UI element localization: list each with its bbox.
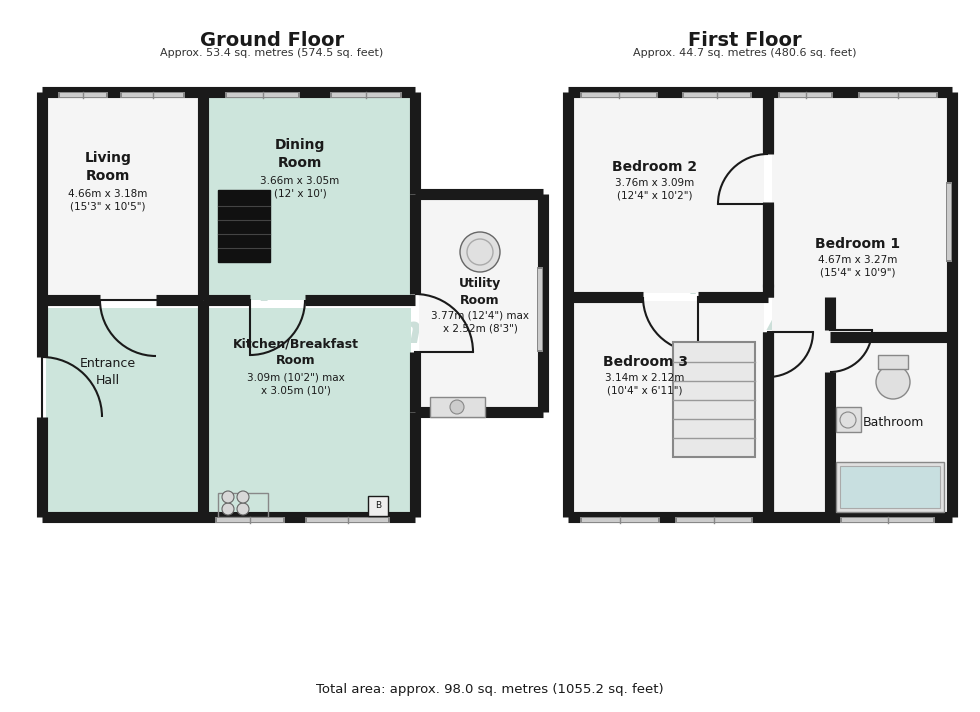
Text: B: B (375, 501, 381, 511)
Text: Total area: approx. 98.0 sq. metres (1055.2 sq. feet): Total area: approx. 98.0 sq. metres (105… (317, 684, 663, 696)
Bar (419, 198, 539, 408)
Bar (675, 517, 753, 523)
Text: Bedroom 2: Bedroom 2 (612, 160, 698, 174)
Bar (120, 92, 185, 98)
Bar (227, 93, 298, 97)
Text: Dining
Room: Dining Room (274, 138, 325, 170)
Bar (858, 92, 938, 98)
Bar (772, 337, 948, 513)
Bar (572, 301, 764, 513)
Bar (947, 184, 951, 260)
Text: Approx. 53.4 sq. metres (574.5 sq. feet): Approx. 53.4 sq. metres (574.5 sq. feet) (161, 48, 383, 58)
Bar (836, 407, 861, 432)
Circle shape (237, 491, 249, 503)
Bar (307, 518, 388, 522)
Bar (330, 92, 402, 98)
Text: 4.66m x 3.18m
(15'3" x 10'5"): 4.66m x 3.18m (15'3" x 10'5") (69, 189, 148, 211)
Bar (582, 93, 656, 97)
Bar (58, 92, 108, 98)
Text: Bathroom: Bathroom (862, 416, 924, 429)
Bar (60, 93, 106, 97)
Circle shape (876, 365, 910, 399)
Bar (780, 93, 831, 97)
Bar (580, 92, 658, 98)
Text: 3.09m (10'2") max
x 3.05m (10'): 3.09m (10'2") max x 3.05m (10') (247, 372, 345, 395)
Circle shape (450, 400, 464, 414)
Text: 4.67m x 3.27m
(15'4" x 10'9"): 4.67m x 3.27m (15'4" x 10'9") (818, 255, 898, 278)
Text: 3.76m x 3.09m
(12'4" x 10'2"): 3.76m x 3.09m (12'4" x 10'2") (615, 177, 695, 200)
Bar (225, 92, 300, 98)
Text: First Floor: First Floor (688, 31, 802, 50)
Bar (860, 93, 936, 97)
Bar (46, 96, 199, 300)
Bar (244, 210, 300, 262)
Bar (677, 518, 751, 522)
Bar (305, 517, 390, 523)
Bar (218, 493, 268, 517)
Bar (215, 517, 285, 523)
Text: Approx. 44.7 sq. metres (480.6 sq. feet): Approx. 44.7 sq. metres (480.6 sq. feet) (633, 48, 857, 58)
Text: Kitchen/Breakfast
Room: Kitchen/Breakfast Room (233, 337, 359, 367)
Circle shape (222, 503, 234, 515)
Bar (840, 466, 940, 508)
Bar (778, 92, 833, 98)
Circle shape (222, 491, 234, 503)
Bar (682, 92, 752, 98)
Text: 3.66m x 3.05m
(12' x 10'): 3.66m x 3.05m (12' x 10') (261, 176, 340, 199)
Text: 3.77m (12'4") max
x 2.52m (8'3"): 3.77m (12'4") max x 2.52m (8'3") (431, 310, 529, 333)
Bar (217, 518, 283, 522)
Bar (772, 96, 948, 513)
Bar (878, 355, 908, 369)
Bar (580, 517, 660, 523)
Bar (218, 190, 270, 262)
Text: Bedroom 3: Bedroom 3 (603, 355, 688, 369)
Text: Appleby's
Estate Agents: Appleby's Estate Agents (157, 263, 464, 351)
Text: Living
Room: Living Room (84, 151, 131, 183)
Bar (836, 462, 944, 512)
Bar (537, 267, 543, 352)
Text: Appleby's
Estate Agents: Appleby's Estate Agents (659, 271, 877, 336)
Bar (673, 342, 755, 457)
Text: 3.14m x 2.12m
(10'4" x 6'11"): 3.14m x 2.12m (10'4" x 6'11") (606, 372, 685, 395)
Polygon shape (232, 162, 312, 212)
Bar (572, 301, 764, 513)
Text: Utility
Room: Utility Room (459, 277, 501, 307)
Bar (430, 397, 485, 417)
Bar (368, 496, 388, 516)
Bar (46, 308, 199, 513)
Bar (582, 518, 658, 522)
Bar (207, 308, 411, 513)
Bar (946, 182, 952, 262)
Bar (122, 93, 183, 97)
Circle shape (460, 232, 500, 272)
Bar (207, 96, 411, 300)
Bar (842, 518, 933, 522)
Circle shape (237, 503, 249, 515)
Bar (332, 93, 400, 97)
Bar (684, 93, 750, 97)
Bar (840, 517, 935, 523)
Bar (572, 96, 764, 293)
Bar (538, 269, 542, 350)
Text: Entrance
Hall: Entrance Hall (80, 357, 136, 387)
Text: Bedroom 1: Bedroom 1 (815, 237, 901, 251)
Text: Ground Floor: Ground Floor (200, 31, 344, 50)
